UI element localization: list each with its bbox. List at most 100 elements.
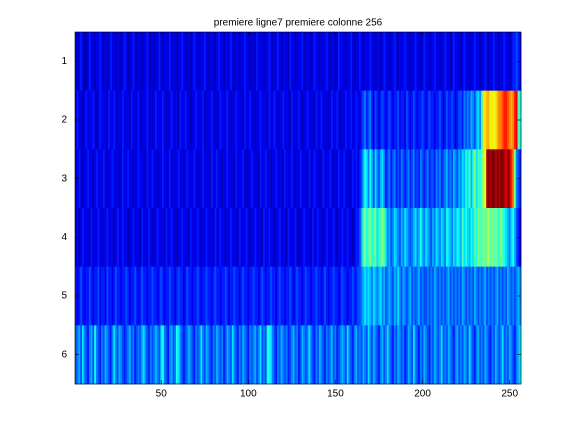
- heatmap-cell: [508, 266, 511, 326]
- heatmap-cell: [252, 325, 255, 385]
- heatmap-cell: [127, 325, 130, 385]
- heatmap-cell: [390, 208, 393, 267]
- heatmap-cell: [348, 32, 351, 91]
- heatmap-cell: [167, 90, 170, 150]
- heatmap-cell: [423, 325, 426, 385]
- heatmap-cell: [379, 266, 382, 326]
- heatmap-cell: [240, 325, 243, 385]
- heatmap-cell: [184, 266, 187, 326]
- heatmap-cell: [250, 149, 254, 209]
- heatmap-cell: [362, 208, 365, 267]
- heatmap-cell: [345, 149, 348, 209]
- heatmap-cell: [95, 149, 98, 209]
- heatmap-cell: [468, 208, 471, 267]
- heatmap-cell: [160, 325, 163, 385]
- heatmap-cell: [292, 149, 295, 209]
- heatmap-cell: [242, 325, 245, 385]
- chart-title: premiere ligne7 premiere colonne 256: [214, 18, 383, 29]
- heatmap-cell: [188, 266, 191, 326]
- heatmap-cell: [299, 149, 302, 209]
- heatmap-cell: [397, 266, 400, 326]
- heatmap-cell: [404, 32, 407, 91]
- heatmap-cell: [156, 208, 159, 267]
- heatmap-cell: [505, 32, 508, 91]
- x-tick-label: 250: [501, 389, 518, 400]
- heatmap-cell: [162, 266, 165, 326]
- heatmap-cell: [144, 208, 147, 267]
- heatmap-cell: [233, 149, 236, 209]
- heatmap-cell: [324, 325, 327, 385]
- heatmap-cell: [230, 149, 233, 209]
- heatmap-cell: [341, 149, 344, 209]
- heatmap-cell: [322, 208, 325, 267]
- heatmap-cell: [196, 149, 199, 209]
- heatmap-cell: [78, 149, 81, 209]
- heatmap-cell: [97, 149, 100, 209]
- heatmap-cell: [233, 90, 236, 150]
- heatmap-cell: [245, 266, 248, 326]
- heatmap-cell: [299, 208, 302, 267]
- heatmap-cell: [341, 266, 344, 326]
- heatmap-cell: [148, 325, 151, 385]
- heatmap-cell: [263, 32, 266, 91]
- heatmap-cell: [395, 266, 398, 326]
- heatmap-cell: [183, 32, 186, 91]
- heatmap-cell: [329, 325, 332, 385]
- heatmap-cell: [233, 208, 236, 267]
- heatmap-cell: [419, 32, 422, 91]
- heatmap-cell: [217, 32, 220, 91]
- heatmap-cell: [174, 90, 177, 150]
- heatmap-cell: [496, 266, 499, 326]
- heatmap-cell: [317, 208, 320, 267]
- heatmap-cell: [179, 32, 182, 91]
- heatmap-cell: [298, 90, 301, 150]
- heatmap-cell: [271, 90, 274, 150]
- heatmap-cell: [496, 149, 499, 209]
- heatmap-cell: [116, 32, 119, 91]
- heatmap-cell: [505, 266, 508, 326]
- heatmap-cell: [432, 32, 435, 91]
- heatmap-cell: [120, 208, 123, 267]
- heatmap-cell: [165, 325, 168, 385]
- heatmap-cell: [390, 325, 393, 385]
- heatmap-cell: [367, 32, 370, 91]
- heatmap-cell: [360, 208, 363, 267]
- heatmap-cell: [423, 266, 426, 326]
- heatmap-cell: [466, 32, 470, 91]
- heatmap-cell: [451, 266, 454, 326]
- heatmap-cell: [242, 149, 245, 209]
- heatmap-cell: [141, 149, 144, 209]
- heatmap-cell: [484, 325, 487, 385]
- heatmap-cell: [176, 208, 179, 267]
- heatmap-cell: [409, 266, 412, 326]
- heatmap-cell: [186, 325, 189, 385]
- heatmap-cell: [479, 208, 482, 267]
- heatmap-cell: [473, 149, 477, 209]
- heatmap-cell: [484, 90, 487, 150]
- heatmap-cell: [214, 266, 217, 326]
- heatmap-cell: [407, 266, 410, 326]
- heatmap-cell: [357, 208, 360, 267]
- heatmap-cell: [158, 149, 161, 209]
- heatmap-cell: [334, 208, 337, 267]
- heatmap-cell: [437, 90, 440, 150]
- heatmap-cell: [418, 32, 421, 91]
- heatmap-cell: [231, 32, 234, 91]
- heatmap-cell: [245, 149, 248, 209]
- heatmap-cell: [111, 90, 114, 150]
- heatmap-cell: [381, 325, 384, 385]
- heatmap-cell: [252, 208, 255, 267]
- heatmap-cell: [142, 266, 145, 326]
- heatmap-cell: [367, 266, 370, 326]
- heatmap-cell: [237, 149, 240, 209]
- heatmap-cell: [289, 325, 292, 385]
- heatmap-cell: [453, 32, 456, 91]
- heatmap-cell: [160, 149, 163, 209]
- heatmap-cell: [153, 266, 156, 326]
- heatmap-cell: [191, 208, 194, 267]
- heatmap-cell: [367, 325, 370, 385]
- heatmap-cell: [338, 266, 341, 326]
- heatmap-cell: [245, 208, 248, 267]
- heatmap-cell: [306, 325, 309, 385]
- heatmap-cell: [195, 266, 198, 326]
